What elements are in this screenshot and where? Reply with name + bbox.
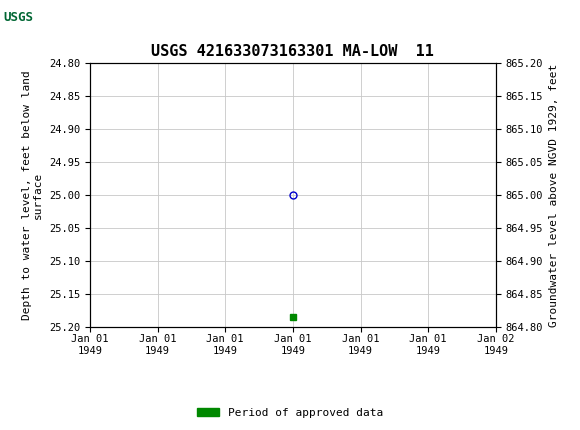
FancyBboxPatch shape bbox=[3, 3, 61, 32]
Y-axis label: Groundwater level above NGVD 1929, feet: Groundwater level above NGVD 1929, feet bbox=[549, 63, 559, 327]
Text: ≡USGS: ≡USGS bbox=[4, 9, 50, 25]
Title: USGS 421633073163301 MA-LOW  11: USGS 421633073163301 MA-LOW 11 bbox=[151, 44, 434, 59]
Text: USGS: USGS bbox=[3, 11, 33, 24]
Y-axis label: Depth to water level, feet below land
surface: Depth to water level, feet below land su… bbox=[22, 70, 44, 320]
Legend: Period of approved data: Period of approved data bbox=[193, 403, 387, 422]
